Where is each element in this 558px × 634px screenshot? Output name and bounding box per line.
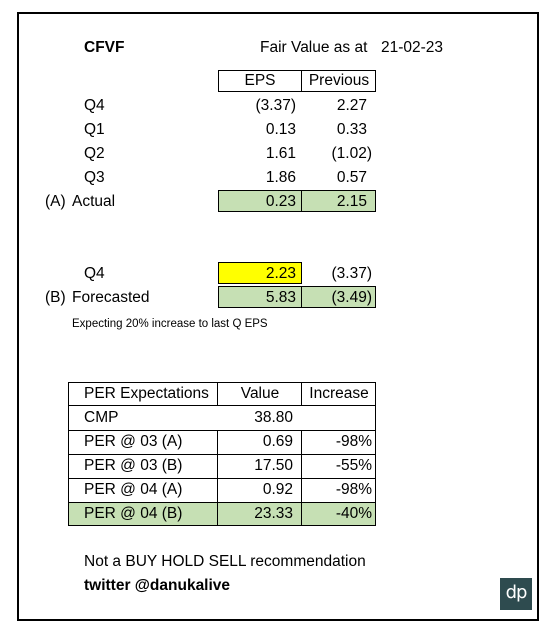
eps-row-label: Q1 [84, 121, 105, 138]
per-expectations-header: PER Expectations [84, 385, 209, 402]
eps-row-label: Q4 [84, 97, 105, 114]
ticker: CFVF [84, 39, 125, 56]
eps-row-value: 1.61 [265, 145, 296, 162]
twitter-handle[interactable]: twitter @danukalive [84, 577, 231, 594]
forecasted-previous-cell [301, 286, 376, 308]
per-row-label: PER @ 03 (A) [84, 433, 183, 450]
forecast-q4-previous-value: (3.37) [331, 265, 373, 282]
eps-row-value: 1.86 [265, 169, 296, 186]
actual-label: Actual [72, 193, 116, 210]
document-frame [17, 12, 539, 621]
forecast-q4-eps-value: 2.23 [265, 265, 296, 282]
per-row-increase: -98% [335, 481, 372, 498]
eps-row-previous: 0.33 [336, 121, 367, 138]
eps-row-value: (3.37) [255, 97, 297, 114]
per-row-label: PER @ 04 (A) [84, 481, 183, 498]
forecast-q4-label: Q4 [84, 265, 105, 282]
per-row-increase: -55% [335, 457, 372, 474]
fair-value-label: Fair Value as at [260, 39, 368, 56]
per-row-value: 23.33 [254, 505, 293, 522]
per-row-value: 17.50 [254, 457, 293, 474]
forecasted-eps-value: 5.83 [265, 289, 296, 306]
eps-row-previous: (1.02) [331, 145, 373, 162]
per-row-value: 0.69 [262, 433, 293, 450]
actual-previous-cell [301, 190, 376, 212]
per-row-value: 0.92 [262, 481, 293, 498]
actual-prefix: (A) [45, 193, 66, 210]
fair-value-date: 21-02-23 [381, 39, 444, 56]
previous-column-header: Previous [308, 72, 370, 89]
forecast-q4-eps-cell [218, 262, 302, 284]
per-row-highlight [68, 502, 376, 526]
per-value-header: Value [240, 385, 280, 402]
cmp-value: 38.80 [254, 409, 293, 426]
per-header-cell [301, 382, 376, 406]
forecast-note: Expecting 20% increase to last Q EPS [72, 318, 268, 330]
forecasted-prefix: (B) [45, 289, 66, 306]
eps-row-value: 0.13 [265, 121, 296, 138]
per-row-increase: -98% [335, 433, 372, 450]
forecasted-previous-value: (3.49) [331, 289, 373, 306]
cmp-label: CMP [84, 409, 119, 426]
actual-eps-value: 0.23 [265, 193, 296, 210]
eps-row-label: Q2 [84, 145, 105, 162]
actual-previous-value: 2.15 [336, 193, 367, 210]
eps-row-previous: 0.57 [336, 169, 367, 186]
per-row-increase: -40% [335, 505, 372, 522]
eps-header-divider [218, 70, 302, 92]
disclaimer: Not a BUY HOLD SELL recommendation [84, 553, 366, 570]
per-row-label: PER @ 04 (B) [84, 505, 183, 522]
per-increase-header: Increase [309, 385, 369, 402]
per-column-divider [217, 430, 218, 526]
dp-logo: dp [500, 578, 532, 610]
eps-row-label: Q3 [84, 169, 105, 186]
eps-column-header: EPS [244, 72, 276, 89]
eps-row-previous: 2.27 [336, 97, 367, 114]
per-row-label: PER @ 03 (B) [84, 457, 183, 474]
per-column-divider [301, 430, 302, 526]
forecasted-label: Forecasted [72, 289, 150, 306]
